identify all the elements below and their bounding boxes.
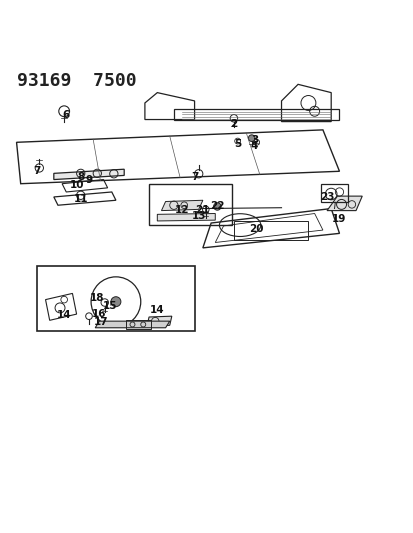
Text: 13: 13 — [191, 211, 206, 221]
Text: 12: 12 — [174, 205, 189, 215]
Text: 14: 14 — [57, 310, 71, 320]
Text: 22: 22 — [209, 201, 224, 212]
Polygon shape — [157, 214, 215, 221]
Text: 9: 9 — [85, 175, 93, 185]
Text: 7: 7 — [33, 166, 41, 176]
Text: 16: 16 — [92, 309, 107, 319]
Text: 6: 6 — [62, 110, 70, 120]
Text: 2: 2 — [230, 119, 237, 128]
Text: 8: 8 — [77, 172, 84, 182]
Circle shape — [111, 297, 121, 306]
Text: 15: 15 — [102, 301, 117, 311]
Text: 5: 5 — [234, 139, 241, 149]
Polygon shape — [147, 316, 171, 327]
Bar — [233, 221, 308, 240]
Text: 93169  7500: 93169 7500 — [17, 72, 136, 90]
Text: 17: 17 — [94, 317, 109, 327]
Text: 23: 23 — [319, 192, 334, 203]
Circle shape — [248, 135, 254, 141]
Text: 7: 7 — [190, 172, 198, 182]
Text: 10: 10 — [69, 180, 84, 190]
Text: 18: 18 — [90, 293, 104, 303]
Polygon shape — [326, 196, 361, 211]
Text: 14: 14 — [150, 305, 164, 315]
Text: 4: 4 — [250, 141, 258, 151]
Circle shape — [213, 203, 221, 210]
Polygon shape — [161, 200, 202, 211]
Text: 3: 3 — [250, 135, 258, 145]
Text: 21: 21 — [195, 205, 210, 215]
Text: 11: 11 — [73, 193, 88, 204]
Text: 19: 19 — [332, 214, 346, 224]
Bar — [126, 320, 151, 329]
Polygon shape — [54, 169, 124, 180]
Bar — [149, 184, 231, 225]
Text: 20: 20 — [249, 224, 263, 234]
Polygon shape — [95, 321, 169, 328]
Bar — [37, 266, 194, 330]
